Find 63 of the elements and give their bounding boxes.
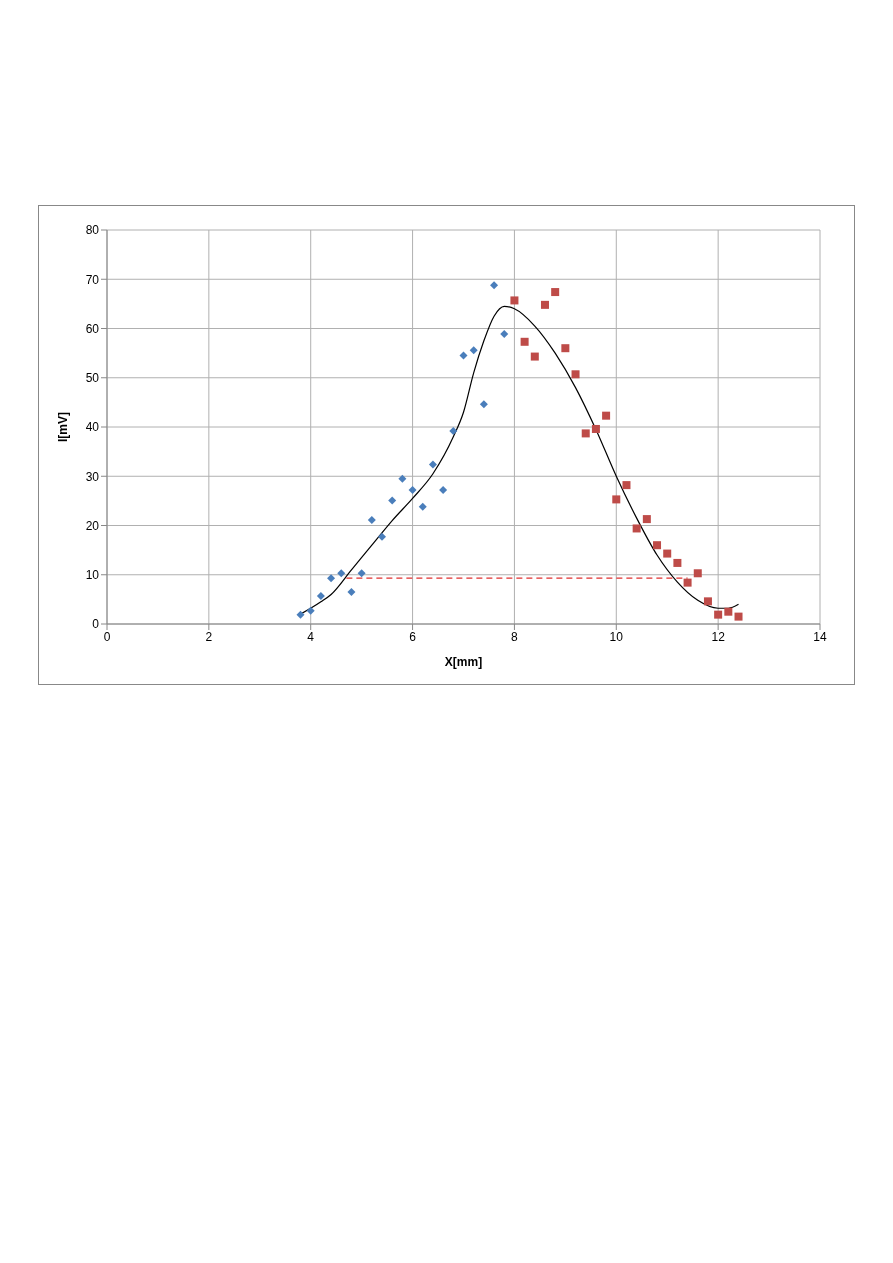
point bbox=[602, 411, 611, 420]
point bbox=[703, 597, 712, 606]
point bbox=[591, 424, 600, 433]
point bbox=[500, 329, 509, 338]
point bbox=[653, 541, 662, 550]
y-tick-label: 0 bbox=[92, 617, 100, 632]
x-tick-label: 14 bbox=[813, 629, 827, 644]
point bbox=[439, 486, 448, 495]
point bbox=[581, 429, 590, 438]
point bbox=[642, 515, 651, 524]
point bbox=[561, 344, 570, 353]
point bbox=[571, 370, 580, 379]
point bbox=[530, 352, 539, 361]
y-axis-title: I[mV] bbox=[56, 412, 71, 442]
y-tick-label: 10 bbox=[85, 568, 100, 583]
point bbox=[418, 502, 427, 511]
point bbox=[693, 569, 702, 578]
point bbox=[724, 607, 733, 616]
point bbox=[357, 569, 366, 578]
point bbox=[337, 569, 346, 578]
point bbox=[316, 591, 325, 600]
point bbox=[734, 612, 743, 621]
x-tick-label: 2 bbox=[205, 629, 213, 644]
x-tick-label: 10 bbox=[609, 629, 624, 644]
point bbox=[347, 587, 356, 596]
point bbox=[540, 300, 549, 309]
point bbox=[551, 288, 560, 297]
point bbox=[449, 426, 458, 435]
point bbox=[490, 281, 499, 290]
point bbox=[622, 481, 631, 490]
point bbox=[367, 516, 376, 525]
point bbox=[663, 549, 672, 558]
y-tick-label: 40 bbox=[85, 420, 100, 435]
y-tick-label: 60 bbox=[85, 321, 100, 336]
x-tick-label: 8 bbox=[511, 629, 519, 644]
point bbox=[632, 524, 641, 533]
point bbox=[388, 496, 397, 505]
y-tick-label: 20 bbox=[85, 518, 100, 533]
point bbox=[469, 346, 478, 355]
point bbox=[428, 460, 437, 469]
point bbox=[378, 532, 387, 541]
point bbox=[306, 606, 315, 615]
x-tick-label: 12 bbox=[711, 629, 726, 644]
point bbox=[327, 574, 336, 583]
point bbox=[398, 474, 407, 483]
point bbox=[510, 296, 519, 305]
x-tick-label: 6 bbox=[409, 629, 417, 644]
x-tick-label: 0 bbox=[103, 629, 111, 644]
y-tick-label: 70 bbox=[85, 272, 100, 287]
point bbox=[459, 351, 468, 360]
point bbox=[479, 400, 488, 409]
point bbox=[520, 337, 529, 346]
y-tick-label: 80 bbox=[85, 223, 100, 238]
y-tick-label: 30 bbox=[85, 469, 100, 484]
point bbox=[714, 610, 723, 619]
y-tick-label: 50 bbox=[85, 371, 100, 386]
x-tick-label: 4 bbox=[307, 629, 315, 644]
point bbox=[408, 486, 417, 495]
point bbox=[612, 495, 621, 504]
point bbox=[296, 610, 305, 619]
x-axis-title: X[mm] bbox=[444, 655, 483, 669]
point bbox=[673, 558, 682, 567]
point bbox=[683, 578, 692, 587]
